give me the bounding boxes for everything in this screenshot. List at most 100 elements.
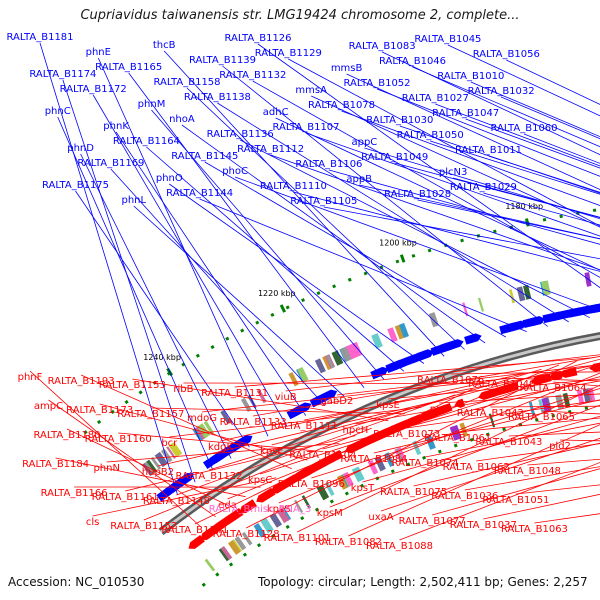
reverse-gene-label[interactable]: RALTA_B1062 xyxy=(443,462,510,473)
forward-gene-label[interactable]: adhC xyxy=(263,107,289,118)
reverse-gene-label[interactable]: RALTA_B1040 xyxy=(468,379,535,390)
forward-gene-label[interactable]: RALTA_B1132 xyxy=(219,70,286,81)
forward-gene-label[interactable]: phnE xyxy=(86,47,111,58)
reverse-gene-label[interactable]: RALTA_B1096 xyxy=(278,479,345,490)
forward-gene-label[interactable]: RALTA_B1107 xyxy=(272,122,339,133)
forward-gene-label[interactable]: RALTA_B1136 xyxy=(207,129,274,140)
reverse-gene-label[interactable]: ampC xyxy=(34,401,63,412)
reverse-gene-label[interactable]: RALTA_B1141 xyxy=(161,525,228,536)
reverse-gene-label[interactable]: phnF xyxy=(18,372,43,383)
forward-gene-label[interactable]: RALTA_B1144 xyxy=(166,188,233,199)
forward-gene-label[interactable]: thcB xyxy=(153,40,176,51)
forward-gene-label[interactable]: RALTA_B1112 xyxy=(237,144,304,155)
reverse-gene-label[interactable]: kpsM xyxy=(317,508,343,519)
forward-gene-label[interactable]: RALTA_B1174 xyxy=(29,69,96,80)
forward-gene-label[interactable]: RALTA_B1175 xyxy=(42,180,109,191)
forward-gene-label[interactable]: RALTA_B1138 xyxy=(184,92,251,103)
reverse-gene-label[interactable]: hpcH xyxy=(343,425,369,436)
reverse-gene-label[interactable]: viuB xyxy=(275,392,297,403)
forward-gene-label[interactable]: RALTA_B1083 xyxy=(349,41,416,52)
reverse-gene-label[interactable]: phnN xyxy=(93,463,120,474)
forward-gene-label[interactable]: phnC xyxy=(45,106,71,117)
reverse-gene-label[interactable]: ribB xyxy=(173,384,193,395)
forward-gene-label[interactable]: RALTA_B1139 xyxy=(189,55,256,66)
reverse-gene-label[interactable]: RALTA_B1173 xyxy=(66,405,133,416)
reverse-gene-label[interactable]: RALTA_B1037 xyxy=(450,520,517,531)
reverse-gene-label[interactable]: RALTA_B1043 xyxy=(475,437,542,448)
reverse-gene-label[interactable]: eda xyxy=(218,500,237,511)
forward-gene-label[interactable]: mmsB xyxy=(331,63,363,74)
reverse-gene-label[interactable]: RALTA_B1157 xyxy=(117,409,184,420)
reverse-gene-label[interactable]: cls xyxy=(86,517,100,528)
forward-gene-label[interactable]: phnM xyxy=(138,99,166,110)
reverse-gene-label[interactable]: RALTA_B1152 xyxy=(110,521,177,532)
reverse-gene-label[interactable]: RALTA_B1153 xyxy=(99,380,166,391)
reverse-gene-label[interactable]: RALTA_B1064 xyxy=(519,383,586,394)
forward-gene-label[interactable]: phnK xyxy=(103,121,129,132)
reverse-gene-label[interactable]: RALTA_B1161 xyxy=(92,492,159,503)
reverse-gene-label[interactable]: RALTA_B1074 xyxy=(392,458,459,469)
forward-gene-label[interactable]: mmsA xyxy=(295,85,327,96)
forward-gene-label[interactable]: RALTA_B1172 xyxy=(60,84,127,95)
reverse-gene-label[interactable]: hupB2 xyxy=(142,467,174,478)
forward-gene-label[interactable]: RALTA_B1049 xyxy=(361,152,428,163)
reverse-gene-label[interactable]: RALTA_B1063 xyxy=(501,524,568,535)
reverse-gene-label[interactable]: uxaA xyxy=(368,512,393,523)
forward-gene-label[interactable]: RALTA_B1106 xyxy=(295,159,362,170)
reverse-gene-label[interactable]: RALTA_B1073 xyxy=(373,429,440,440)
reverse-gene-label[interactable]: RALTA_B1184 xyxy=(22,459,89,470)
forward-gene-label[interactable]: RALTA_B1052 xyxy=(343,78,410,89)
forward-gene-label[interactable]: RALTA_B1030 xyxy=(366,115,433,126)
forward-gene-label[interactable]: RALTA_B1126 xyxy=(224,33,291,44)
reverse-gene-label[interactable]: kpsS xyxy=(267,504,291,515)
forward-gene-label[interactable]: RALTA_B1027 xyxy=(402,93,469,104)
reverse-gene-label[interactable]: RALTA_B1042 xyxy=(457,408,524,419)
reverse-gene-label[interactable]: kpsC xyxy=(248,475,272,486)
forward-gene-label[interactable]: phnD xyxy=(67,143,94,154)
forward-gene-label[interactable]: RALTA_B1158 xyxy=(153,77,220,88)
forward-gene-label[interactable]: RALTA_B1060 xyxy=(490,123,557,134)
reverse-gene-label[interactable]: RALTA_B1077 xyxy=(399,516,466,527)
reverse-gene-label[interactable]: RALTA_B1104 xyxy=(289,450,356,461)
gene-labels[interactable]: RALTA_B1181 RALTA_B1174 phnC phnD RALTA_B117… xyxy=(6,32,586,552)
reverse-gene-label[interactable]: pmi xyxy=(430,404,449,415)
reverse-gene-label[interactable]: RALTA_B1036 xyxy=(431,491,498,502)
forward-gene-label[interactable]: RALTA_B1164 xyxy=(113,136,180,147)
forward-gene-label[interactable]: RALTA_B1011 xyxy=(455,145,522,156)
reverse-gene-label[interactable]: RALTA_B1131 xyxy=(201,388,268,399)
reverse-gene-label[interactable]: RALTA_B1061 xyxy=(424,433,491,444)
forward-gene-label[interactable]: RALTA_B1028 xyxy=(384,189,451,200)
reverse-gene-label[interactable]: RALTA_B1088 xyxy=(366,541,433,552)
forward-gene-label[interactable]: RALTA_B1165 xyxy=(95,62,162,73)
forward-gene-label[interactable]: RALTA_B1056 xyxy=(473,49,540,60)
forward-gene-label[interactable]: phoC xyxy=(222,166,248,177)
forward-gene-label[interactable]: RALTA_B1045 xyxy=(414,34,481,45)
forward-gene-label[interactable]: RALTA_B1129 xyxy=(255,48,322,59)
reverse-gene-label[interactable]: RALTA_B1160 xyxy=(85,434,152,445)
forward-gene-label[interactable]: RALTA_B1046 xyxy=(379,56,446,67)
reverse-gene-label[interactable]: kpsT xyxy=(351,483,375,494)
rna-gene-label[interactable]: RALTA_Bmisc_RNA_3 xyxy=(209,504,311,515)
forward-gene-label[interactable]: RALTA_B1050 xyxy=(397,130,464,141)
forward-gene-label[interactable]: phnO xyxy=(156,173,183,184)
reverse-gene-label[interactable]: RALTA_B1122 xyxy=(175,471,242,482)
reverse-gene-label[interactable]: RALTA_B1148 xyxy=(143,496,210,507)
reverse-gene-label[interactable]: RALTA_B1111 xyxy=(271,421,338,432)
reverse-gene-label[interactable]: RALTA_B1128 xyxy=(213,529,280,540)
reverse-gene-label[interactable]: kpsE xyxy=(376,400,400,411)
forward-gene-label[interactable]: RALTA_B1029 xyxy=(450,182,517,193)
reverse-gene-label[interactable]: RALTA_B1065 xyxy=(508,412,575,423)
forward-gene-label[interactable]: appC xyxy=(351,137,377,148)
forward-gene-label[interactable]: RALTA_B1110 xyxy=(260,181,327,192)
forward-gene-label[interactable]: RALTA_B1010 xyxy=(437,71,504,82)
reverse-gene-label[interactable]: RALTA_B1048 xyxy=(494,466,561,477)
forward-gene-label[interactable]: nhoA xyxy=(169,114,195,125)
reverse-gene-label[interactable]: RALTA_B1076 xyxy=(417,375,484,386)
reverse-gene-label[interactable]: RALTA_B1180 xyxy=(33,430,100,441)
reverse-gene-label[interactable]: RALTA_B1051 xyxy=(482,495,549,506)
reverse-gene-label[interactable]: RALTA_B1101 xyxy=(264,533,331,544)
reverse-gene-label[interactable]: mdoG xyxy=(187,413,217,424)
forward-gene-label[interactable]: RALTA_B1032 xyxy=(468,86,535,97)
reverse-gene-label[interactable]: gabD2 xyxy=(320,396,353,407)
forward-gene-label[interactable]: phnL xyxy=(121,195,146,206)
